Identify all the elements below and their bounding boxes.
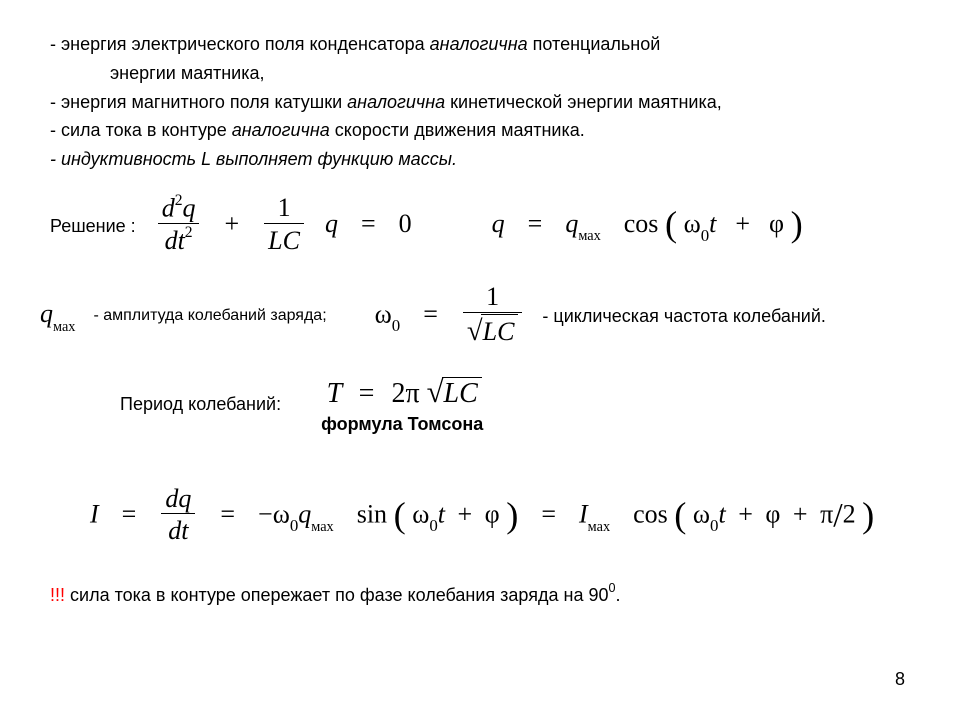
q-solution-equation: q = qмах cos ( ω0t + φ ) [492, 205, 803, 247]
Icos: cos [633, 499, 668, 528]
qmax-sub2: мах [53, 319, 75, 335]
b1-em: аналогична [430, 34, 528, 54]
wzero: 0 [392, 316, 400, 335]
b2-em: аналогична [347, 92, 445, 112]
Iw2: ω [412, 499, 429, 528]
omega0-text: - циклическая частота колебаний. [542, 306, 825, 327]
eq: = [528, 209, 543, 238]
zero: 0 [399, 209, 412, 238]
qvar: q [492, 209, 505, 238]
dot: . [616, 585, 621, 605]
t: t [709, 209, 716, 238]
I: I [90, 499, 99, 528]
page-number: 8 [895, 669, 905, 690]
bullet-1: - энергия электрического поля конденсато… [50, 30, 910, 59]
q: q [182, 194, 195, 223]
d: d [162, 194, 175, 223]
Iqmax: мах [311, 519, 333, 535]
two-pi: 2π [391, 378, 419, 409]
Teq: = [359, 378, 375, 409]
Iwz2: 0 [429, 516, 437, 535]
b2b: кинетической энергии маятника, [445, 92, 722, 112]
bullet-4: - индуктивность L выполняет функцию масс… [50, 145, 910, 174]
phi: φ [769, 209, 784, 238]
solution-label: Решение : [50, 216, 136, 237]
cos: cos [624, 209, 659, 238]
dt2: dt [161, 514, 195, 548]
slash: / [833, 497, 842, 534]
plus2: + [735, 209, 750, 238]
pi: π [820, 499, 833, 528]
solution-row: Решение : d2q dt2 + 1 LC q = 0 [50, 194, 910, 258]
q2: q [325, 209, 338, 238]
b3a: - сила тока в контуре [50, 120, 232, 140]
It: t [438, 499, 445, 528]
Iw3: ω [693, 499, 710, 528]
omega: ω [684, 209, 701, 238]
Imax-I: I [579, 499, 588, 528]
T-LC: LC [442, 377, 482, 410]
Imax-sub: мах [588, 519, 610, 535]
Iwz: 0 [290, 516, 298, 535]
defs-row: qмах - амплитуда колебаний заряда; ω0 = … [50, 283, 910, 350]
current-equation: I = dq dt = −ω0qмах sin ( ω0t + φ ) = Iм… [90, 485, 910, 548]
b1a: - энергия электрического поля конденсато… [50, 34, 430, 54]
Ieq3: = [541, 499, 556, 528]
omega0-equation: ω0 = 1 √LC [375, 283, 525, 350]
minus: − [258, 499, 273, 528]
phase-text: сила тока в контуре опережает по фазе ко… [65, 585, 608, 605]
bullet-2: - энергия магнитного поля катушки аналог… [50, 88, 910, 117]
w: ω [375, 299, 392, 328]
b3b: скорости движения маятника. [330, 120, 585, 140]
qmax-q2: q [40, 299, 53, 328]
plus: + [224, 209, 239, 238]
Iplus: + [458, 499, 473, 528]
qmax-q: q [565, 209, 578, 238]
analogy-bullets: - энергия электрического поля конденсато… [50, 30, 910, 174]
weq: = [423, 299, 438, 328]
w-LC: LC [481, 314, 519, 349]
Ieq2: = [220, 499, 235, 528]
T: T [327, 378, 342, 409]
exp2: 2 [175, 192, 183, 209]
qmax-sub: мах [578, 228, 600, 244]
w-one: 1 [463, 283, 523, 313]
LC: LC [264, 224, 304, 258]
one: 1 [264, 194, 304, 224]
thomson-formula: T = 2π √LC [321, 375, 483, 410]
bullet-1-cont: энергии маятника, [50, 59, 910, 88]
period-label: Период колебаний: [120, 394, 281, 415]
period-row: Период колебаний: T = 2π √LC формула Том… [50, 375, 910, 435]
two: 2 [843, 499, 856, 528]
dt: dt [165, 226, 185, 255]
diff-equation: d2q dt2 + 1 LC q = 0 [156, 194, 412, 258]
Iphi: φ [485, 499, 500, 528]
b2a: - энергия магнитного поля катушки [50, 92, 347, 112]
bang: !!! [50, 585, 65, 605]
b1b: потенциальной [528, 34, 661, 54]
Iplus2: + [738, 499, 753, 528]
phase-note: !!! сила тока в контуре опережает по фаз… [50, 583, 910, 606]
omega-zero: 0 [701, 226, 709, 245]
Iwz3: 0 [710, 516, 718, 535]
Ieq: = [122, 499, 137, 528]
exp2b: 2 [185, 224, 193, 241]
bullet-3: - сила тока в контуре аналогична скорост… [50, 116, 910, 145]
thomson-caption: формула Томсона [321, 414, 483, 435]
deg: 0 [608, 581, 615, 595]
Iphi2: φ [765, 499, 780, 528]
qmax-symbol: qмах [40, 299, 75, 333]
equals: = [361, 209, 376, 238]
Iplus3: + [793, 499, 808, 528]
qmax-text: - амплитуда колебаний заряда; [93, 307, 326, 325]
Iw: ω [273, 499, 290, 528]
dq: dq [161, 485, 195, 515]
b3-em: аналогична [232, 120, 330, 140]
sin: sin [357, 499, 387, 528]
It2: t [718, 499, 725, 528]
Iq: q [298, 499, 311, 528]
thomson-block: T = 2π √LC формула Томсона [321, 375, 483, 435]
